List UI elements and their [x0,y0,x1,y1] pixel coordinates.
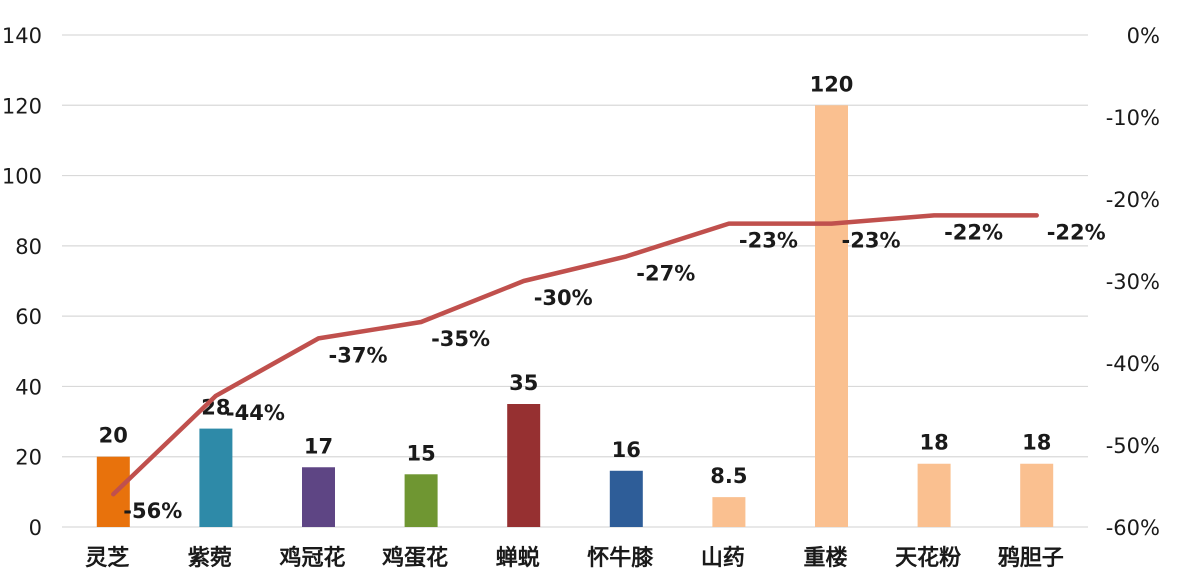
bar-value-label: 20 [99,424,128,448]
bar-value-label: 15 [406,441,435,465]
left-axis: 0 20 40 60 80 100 120 140 [2,24,42,540]
bar [917,463,951,527]
category-label: 天花粉 [895,545,961,571]
category-label: 灵芝 [85,545,129,571]
bar [712,497,746,527]
bar [507,404,541,527]
category-label: 怀牛膝 [587,545,654,571]
right-tick-label: 0% [1127,24,1160,48]
bar-value-label: 17 [304,434,333,458]
category-label: 鸦胆子 [998,545,1064,571]
bar [1020,463,1054,527]
bar-value-label: 18 [919,431,948,455]
category-label: 鸡蛋花 [381,545,448,571]
right-tick-label: -30% [1106,270,1160,294]
line-value-label: -37% [329,343,388,367]
right-tick-label: -40% [1106,352,1160,376]
line-value-label: -22% [944,220,1003,244]
line-value-label: -44% [226,401,285,425]
left-tick-label: 100 [2,165,42,189]
bar-value-label: 120 [810,72,854,96]
line-data-labels: -56% -44% -37% -35% -30% -27% -23% -23% -22% -22% [123,220,1105,523]
category-label: 重楼 [803,546,847,571]
line-value-label: -23% [739,229,798,253]
bar-value-label: 18 [1022,431,1051,455]
right-axis: -60% -50% -40% -30% -20% -10% 0% [1106,24,1160,540]
bar-value-label: 8.5 [710,464,747,488]
left-tick-label: 40 [15,375,42,399]
line-value-label: -22% [1047,220,1106,244]
bar [609,470,643,527]
line-value-label: -27% [636,261,695,285]
left-tick-label: 80 [15,235,42,259]
category-label: 蝉蜕 [496,545,540,571]
left-tick-label: 0 [29,516,42,540]
bar-value-label: 16 [612,438,641,462]
category-label: 山药 [701,546,745,571]
line-value-label: -23% [842,229,901,253]
line-value-label: -56% [123,499,182,523]
bar [302,467,335,527]
bar [199,428,233,527]
series-line [111,213,1039,497]
left-tick-label: 60 [15,305,42,329]
line-series [111,213,1039,497]
right-tick-label: -50% [1106,434,1160,458]
right-tick-label: -60% [1106,516,1160,540]
right-tick-label: -10% [1106,106,1160,130]
bar [404,474,438,527]
category-label: 紫菀 [188,545,232,571]
bar [815,105,848,528]
left-tick-label: 20 [15,446,42,470]
right-tick-label: -20% [1106,188,1160,212]
left-tick-label: 120 [2,94,42,118]
bar-value-label: 35 [509,371,538,395]
bar-series [96,105,1054,528]
line-value-label: -30% [534,286,593,310]
left-tick-label: 140 [2,24,42,48]
line-value-label: -35% [431,327,490,351]
category-axis: 灵芝 紫菀 鸡冠花 鸡蛋花 蝉蜕 怀牛膝 山药 重楼 天花粉 鸦胆子 [85,545,1063,571]
category-label: 鸡冠花 [278,545,345,571]
